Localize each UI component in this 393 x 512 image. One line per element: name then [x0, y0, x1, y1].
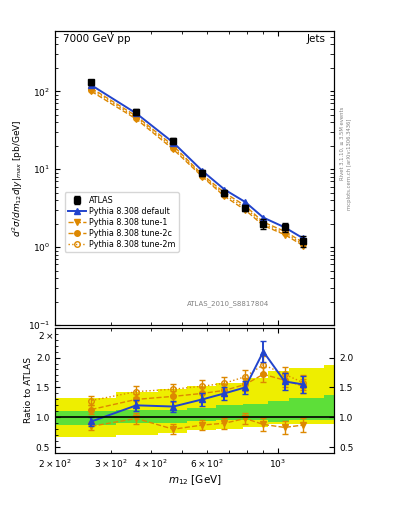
- Pythia 8.308 tune-1: [89, 88, 94, 94]
- Pythia 8.308 tune-1: [200, 174, 205, 180]
- Pythia 8.308 tune-1: [171, 146, 176, 153]
- Pythia 8.308 tune-2m: [171, 144, 176, 151]
- Legend: ATLAS, Pythia 8.308 default, Pythia 8.308 tune-1, Pythia 8.308 tune-2c, Pythia 8: ATLAS, Pythia 8.308 default, Pythia 8.30…: [64, 193, 178, 252]
- Pythia 8.308 tune-2c: [134, 113, 139, 119]
- Text: Rivet 3.1.10, ≥ 3.5M events: Rivet 3.1.10, ≥ 3.5M events: [340, 106, 345, 180]
- Pythia 8.308 tune-2m: [134, 115, 139, 121]
- Pythia 8.308 tune-2c: [200, 172, 205, 178]
- Pythia 8.308 tune-2c: [89, 85, 94, 91]
- Pythia 8.308 default: [301, 235, 305, 241]
- Pythia 8.308 default: [222, 186, 227, 193]
- Text: Jets: Jets: [307, 34, 326, 44]
- Pythia 8.308 tune-2m: [282, 230, 287, 237]
- Pythia 8.308 tune-2c: [222, 189, 227, 196]
- Pythia 8.308 default: [282, 224, 287, 230]
- Pythia 8.308 tune-2c: [243, 203, 248, 209]
- Pythia 8.308 tune-1: [282, 231, 287, 238]
- Pythia 8.308 default: [200, 168, 205, 174]
- Pythia 8.308 tune-2c: [282, 228, 287, 234]
- Y-axis label: Ratio to ATLAS: Ratio to ATLAS: [24, 357, 33, 423]
- Pythia 8.308 default: [171, 140, 176, 146]
- Pythia 8.308 tune-2m: [243, 205, 248, 211]
- Text: ATLAS_2010_S8817804: ATLAS_2010_S8817804: [187, 301, 269, 307]
- Line: Pythia 8.308 tune-1: Pythia 8.308 tune-1: [88, 89, 306, 248]
- Pythia 8.308 tune-2m: [261, 221, 266, 227]
- Pythia 8.308 default: [261, 215, 266, 221]
- Pythia 8.308 tune-2m: [89, 87, 94, 93]
- Text: mcplots.cern.ch [arXiv:1306.3436]: mcplots.cern.ch [arXiv:1306.3436]: [347, 118, 352, 209]
- Y-axis label: $d^{2}\sigma/dm_{12}d|y|_{max}$ [pb/GeV]: $d^{2}\sigma/dm_{12}d|y|_{max}$ [pb/GeV]: [11, 119, 25, 237]
- Pythia 8.308 default: [89, 82, 94, 88]
- Pythia 8.308 default: [134, 111, 139, 117]
- Pythia 8.308 tune-2c: [171, 143, 176, 149]
- Pythia 8.308 tune-2m: [222, 192, 227, 198]
- Pythia 8.308 default: [243, 199, 248, 205]
- Pythia 8.308 tune-2m: [301, 241, 305, 247]
- Line: Pythia 8.308 default: Pythia 8.308 default: [88, 82, 306, 241]
- Pythia 8.308 tune-2m: [200, 173, 205, 179]
- Pythia 8.308 tune-1: [222, 193, 227, 199]
- Pythia 8.308 tune-1: [243, 207, 248, 213]
- X-axis label: $m_{12}$ [GeV]: $m_{12}$ [GeV]: [168, 473, 221, 487]
- Line: Pythia 8.308 tune-2c: Pythia 8.308 tune-2c: [88, 86, 306, 245]
- Text: 7000 GeV pp: 7000 GeV pp: [63, 34, 131, 44]
- Pythia 8.308 tune-1: [301, 243, 305, 249]
- Pythia 8.308 tune-1: [261, 222, 266, 228]
- Pythia 8.308 tune-2c: [301, 240, 305, 246]
- Line: Pythia 8.308 tune-2m: Pythia 8.308 tune-2m: [88, 87, 306, 247]
- Pythia 8.308 tune-2c: [261, 219, 266, 225]
- Pythia 8.308 tune-1: [134, 116, 139, 122]
